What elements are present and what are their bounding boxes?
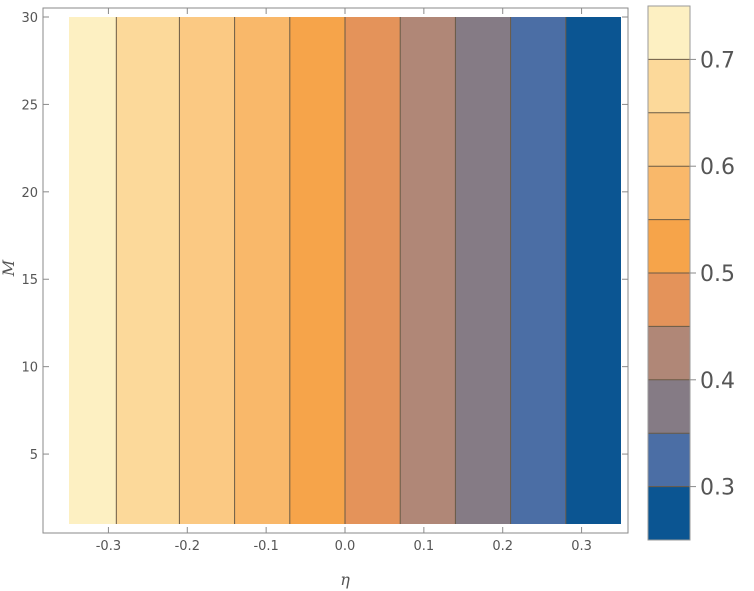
contour-band [289, 17, 345, 524]
colorbar-band [648, 6, 690, 60]
colorbar-band [648, 166, 690, 220]
x-tick-label: -0.2 [175, 539, 200, 554]
colorbar-band [648, 219, 690, 273]
x-tick-label: -0.1 [253, 539, 278, 554]
y-tick-label: 20 [21, 186, 38, 201]
y-tick-label: 30 [21, 11, 38, 26]
contour-band [455, 17, 511, 524]
colorbar-band [648, 273, 690, 327]
colorbar-band [648, 486, 690, 540]
contour-band [565, 17, 621, 524]
y-tick-label: 5 [30, 448, 38, 463]
x-tick-label: 0.0 [335, 539, 356, 554]
colorbar-tick-label: 0.4 [700, 369, 735, 394]
colorbar-band [648, 59, 690, 113]
y-axis-label: M [0, 259, 18, 277]
contour-band [400, 17, 456, 524]
contour-bands [69, 17, 621, 524]
y-tick-label: 10 [21, 361, 38, 376]
colorbar: 0.3 0.4 0.5 0.6 0.7 [647, 5, 735, 541]
x-axis-label: η [340, 570, 350, 589]
contour-band [345, 17, 401, 524]
plot-border [42, 7, 629, 534]
contour-band [116, 17, 180, 524]
colorbar-tick-label: 0.5 [700, 262, 735, 287]
contour-band [69, 17, 117, 524]
contour-band [234, 17, 290, 524]
x-axis: -0.3 -0.2 -0.1 0.0 0.1 0.2 0.3 [96, 8, 592, 554]
colorbar-band [648, 379, 690, 434]
colorbar-band [648, 326, 690, 380]
x-tick-label: 0.2 [492, 539, 513, 554]
x-tick-label: 0.3 [571, 539, 592, 554]
x-tick-label: -0.3 [96, 539, 121, 554]
y-tick-label: 15 [21, 273, 38, 288]
colorbar-tick-label: 0.7 [700, 48, 735, 73]
colorbar-band [648, 433, 690, 487]
plot-frame [42, 7, 629, 534]
contour-band [179, 17, 235, 524]
y-axis: 5 10 15 20 25 30 [21, 11, 628, 463]
y-tick-label: 25 [21, 98, 38, 113]
colorbar-tick-label: 0.3 [700, 476, 735, 501]
colorbar-tick-label: 0.6 [700, 155, 735, 180]
x-tick-label: 0.1 [414, 539, 435, 554]
colorbar-band [648, 112, 690, 167]
contour-band [510, 17, 566, 524]
